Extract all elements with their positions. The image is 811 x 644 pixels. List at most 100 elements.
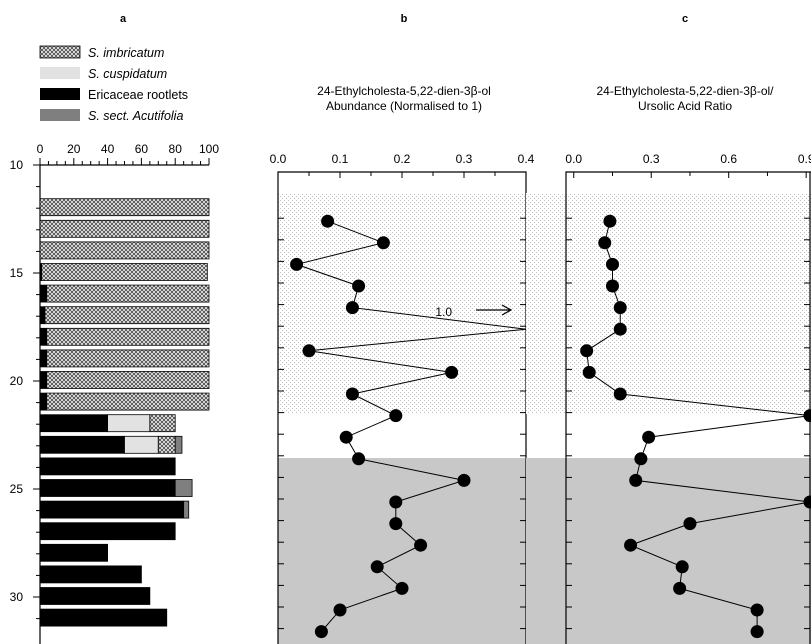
bar-segment <box>39 414 108 433</box>
bar-segment <box>39 565 142 584</box>
panel-c-title: 24-Ethylcholesta-5,22-dien-3β-ol/Ursolic… <box>597 84 775 113</box>
panel-label-a: a <box>120 13 127 25</box>
bar-segment <box>174 479 193 497</box>
data-point <box>345 387 359 401</box>
data-point <box>803 409 811 423</box>
bar-segment <box>46 349 210 368</box>
data-point <box>389 495 403 509</box>
data-point <box>389 409 403 423</box>
data-point <box>642 430 656 444</box>
data-point <box>445 365 459 379</box>
bar-segment <box>39 435 125 454</box>
x-tick-label: 0.3 <box>456 152 473 166</box>
panel-c-grey-zone <box>526 458 811 644</box>
bar-segment <box>39 306 46 325</box>
y-tick-label: 10 <box>10 158 24 172</box>
data-point <box>629 473 643 487</box>
bar-segment <box>107 414 151 433</box>
panel-a-ticks: 0 20 40 60 80 100 10 15 20 25 30 <box>10 142 219 620</box>
data-point <box>683 517 697 531</box>
data-point <box>675 560 689 574</box>
bar-segment <box>39 371 48 389</box>
data-point <box>352 452 366 466</box>
x-tick-label: 20 <box>67 142 81 156</box>
data-point <box>803 495 811 509</box>
data-point <box>624 538 638 552</box>
bar-segment <box>46 284 210 303</box>
bar-segment <box>39 392 48 411</box>
bar-segment <box>39 500 185 519</box>
x-tick-label: 0.2 <box>394 152 411 166</box>
legend-swatch-cuspidatum <box>40 67 80 79</box>
data-point <box>598 236 612 250</box>
y-tick-label: 30 <box>10 590 24 604</box>
panel-b-grey-zone <box>278 458 526 644</box>
x-tick-label: 0.1 <box>332 152 349 166</box>
data-point <box>750 603 764 617</box>
data-point <box>750 625 764 639</box>
x-tick-label: 0 <box>37 142 44 156</box>
bar-segment <box>39 479 176 497</box>
bar-segment <box>39 543 108 562</box>
legend-label-cuspidatum: S. cuspidatum <box>88 67 167 81</box>
data-point <box>605 279 619 293</box>
y-tick-label: 15 <box>10 266 24 280</box>
legend-label-ericaceae: Ericaceae rootlets <box>88 88 188 102</box>
panel-label-b: b <box>401 13 408 25</box>
data-point <box>603 214 617 228</box>
panel-b-offscale-label: 1.0 <box>435 305 452 319</box>
bar-segment <box>183 500 190 519</box>
legend-label-acutifolia: S. sect. Acutifolia <box>88 109 183 123</box>
bar-segment <box>46 392 210 411</box>
x-tick-label: 60 <box>135 142 149 156</box>
bar-segment <box>174 435 183 454</box>
legend-swatch-acutifolia <box>40 109 80 121</box>
bar-segment <box>39 327 48 346</box>
panel-c-plot: 0.0 0.3 0.6 0.9 <box>565 152 811 639</box>
legend: S. imbricatum S. cuspidatum Ericaceae ro… <box>39 45 188 123</box>
panel-b-title: 24-Ethylcholesta-5,22-dien-3β-ol Abundanc… <box>317 84 491 113</box>
bar-segment <box>149 414 176 433</box>
data-point <box>634 452 648 466</box>
x-tick-label: 40 <box>101 142 115 156</box>
data-point <box>376 236 390 250</box>
bar-segment <box>39 284 48 303</box>
legend-label-imbricatum: S. imbricatum <box>88 46 164 60</box>
y-tick-label: 20 <box>10 374 24 388</box>
bar-segment <box>39 457 176 476</box>
bar-segment <box>46 327 210 346</box>
y-tick-label: 25 <box>10 482 24 496</box>
bar-segment <box>39 608 168 627</box>
data-point <box>333 603 347 617</box>
data-point <box>321 214 335 228</box>
x-tick-label: 0.6 <box>720 152 737 166</box>
bar-segment <box>44 306 210 325</box>
x-tick-label: 0.4 <box>518 152 535 166</box>
panel-b-offscale-arrow <box>476 304 513 316</box>
data-point <box>613 322 627 336</box>
x-tick-label: 0.0 <box>270 152 287 166</box>
bar-segment <box>39 198 210 217</box>
data-point <box>613 301 627 315</box>
data-point <box>457 473 471 487</box>
data-point <box>414 538 428 552</box>
data-point <box>613 387 627 401</box>
data-point <box>673 581 687 595</box>
data-point <box>389 517 403 531</box>
data-point <box>290 257 304 271</box>
panel-label-c: c <box>682 13 688 25</box>
data-point <box>314 625 328 639</box>
x-tick-label: 0.0 <box>565 152 582 166</box>
bar-segment <box>39 349 48 368</box>
data-point <box>580 344 594 358</box>
bar-segment <box>39 587 151 605</box>
data-point <box>395 581 409 595</box>
x-tick-label: 80 <box>169 142 183 156</box>
panel-c-frame <box>565 171 811 644</box>
bar-segment <box>39 522 176 541</box>
bar-segment <box>39 241 210 260</box>
bar-segment <box>39 219 210 238</box>
legend-swatch-imbricatum <box>39 45 81 59</box>
data-point <box>605 257 619 271</box>
